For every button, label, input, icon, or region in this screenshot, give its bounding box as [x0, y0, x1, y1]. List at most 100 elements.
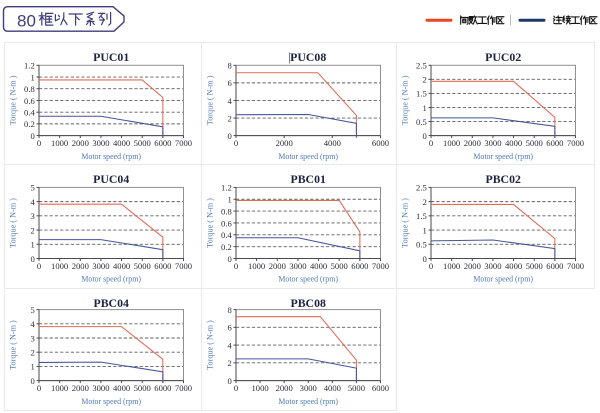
svg-text:1000: 1000: [251, 383, 268, 393]
svg-text:2: 2: [228, 113, 232, 123]
svg-text:0.2: 0.2: [24, 119, 35, 129]
svg-text:4000: 4000: [324, 383, 341, 393]
svg-text:4000: 4000: [505, 138, 522, 148]
svg-text:0.5: 0.5: [416, 117, 427, 127]
svg-text:3000: 3000: [300, 383, 317, 393]
svg-text:1.5: 1.5: [416, 211, 427, 221]
svg-text:1000: 1000: [443, 261, 460, 271]
svg-text:5: 5: [31, 305, 35, 315]
svg-text:2.5: 2.5: [416, 61, 427, 71]
svg-text:4000: 4000: [505, 261, 522, 271]
svg-text:PBC08: PBC08: [290, 296, 325, 310]
svg-text:1000: 1000: [248, 261, 265, 271]
svg-text:5000: 5000: [134, 383, 151, 393]
svg-text:PBC04: PBC04: [93, 296, 128, 310]
svg-text:Torque ( N-m ): Torque ( N-m ): [206, 75, 215, 125]
svg-text:3000: 3000: [484, 261, 501, 271]
svg-text:0.6: 0.6: [221, 218, 232, 228]
svg-text:3: 3: [31, 211, 35, 221]
svg-text:0: 0: [31, 131, 35, 141]
svg-text:Motor speed (rpm): Motor speed (rpm): [81, 152, 141, 161]
svg-text:2: 2: [423, 75, 427, 85]
svg-text:1.2: 1.2: [221, 183, 232, 193]
svg-text:PBC01: PBC01: [290, 172, 325, 186]
svg-text:3000: 3000: [92, 261, 109, 271]
svg-text:5000: 5000: [134, 138, 151, 148]
svg-text:5000: 5000: [331, 261, 348, 271]
svg-text:6000: 6000: [351, 261, 368, 271]
svg-text:Torque ( N-m ): Torque ( N-m ): [401, 198, 410, 248]
svg-text:Motor speed (rpm): Motor speed (rpm): [81, 397, 141, 406]
svg-text:7000: 7000: [567, 261, 584, 271]
svg-text:1: 1: [31, 72, 35, 82]
svg-text:2000: 2000: [276, 138, 293, 148]
svg-text:7000: 7000: [175, 383, 192, 393]
svg-text:1000: 1000: [51, 383, 68, 393]
svg-text:7000: 7000: [567, 138, 584, 148]
svg-text:0.8: 0.8: [221, 206, 232, 216]
svg-text:6000: 6000: [154, 138, 171, 148]
svg-text:6000: 6000: [372, 383, 389, 393]
svg-text:1: 1: [31, 362, 35, 372]
svg-text:1: 1: [423, 103, 427, 113]
svg-text:7000: 7000: [372, 261, 389, 271]
svg-text:PUC04: PUC04: [93, 172, 129, 186]
svg-text:1.2: 1.2: [24, 61, 35, 71]
svg-text:0.5: 0.5: [416, 240, 427, 250]
svg-text:7000: 7000: [175, 138, 192, 148]
svg-text:Torque ( N-m ): Torque ( N-m ): [206, 320, 215, 370]
svg-text:2000: 2000: [72, 383, 89, 393]
svg-text:0: 0: [234, 383, 238, 393]
svg-text:2000: 2000: [464, 138, 481, 148]
svg-text:1000: 1000: [443, 138, 460, 148]
svg-text:0: 0: [234, 261, 238, 271]
svg-text:1000: 1000: [51, 261, 68, 271]
svg-text:PUC01: PUC01: [93, 50, 129, 64]
svg-text:2: 2: [228, 358, 232, 368]
svg-text:2000: 2000: [72, 138, 89, 148]
svg-text:0: 0: [37, 383, 41, 393]
svg-text:2000: 2000: [72, 261, 89, 271]
svg-text:0.4: 0.4: [24, 107, 35, 117]
svg-text:4: 4: [228, 96, 233, 106]
svg-text:0: 0: [228, 131, 232, 141]
svg-text:2: 2: [31, 225, 35, 235]
svg-text:1000: 1000: [51, 138, 68, 148]
svg-text:3: 3: [31, 333, 35, 343]
svg-text:1: 1: [228, 195, 232, 205]
svg-text:80: 80: [17, 12, 36, 31]
svg-text:4: 4: [31, 319, 36, 329]
svg-text:0: 0: [429, 261, 433, 271]
svg-text:0: 0: [234, 138, 238, 148]
svg-text:7000: 7000: [175, 261, 192, 271]
svg-text:PUC02: PUC02: [485, 50, 521, 64]
svg-text:0: 0: [423, 254, 427, 264]
svg-text:Motor speed (rpm): Motor speed (rpm): [473, 152, 533, 161]
svg-text:5000: 5000: [134, 261, 151, 271]
svg-text:3000: 3000: [92, 383, 109, 393]
svg-text:2000: 2000: [276, 383, 293, 393]
svg-text:4000: 4000: [113, 261, 130, 271]
svg-text:6000: 6000: [546, 261, 563, 271]
svg-text:6000: 6000: [546, 138, 563, 148]
svg-text:3000: 3000: [484, 138, 501, 148]
svg-text:Motor speed (rpm): Motor speed (rpm): [278, 275, 338, 284]
svg-text:0: 0: [228, 254, 232, 264]
svg-text:0: 0: [31, 254, 35, 264]
svg-text:4000: 4000: [113, 383, 130, 393]
svg-text:PBC02: PBC02: [485, 172, 520, 186]
svg-text:PUC08: PUC08: [290, 50, 326, 64]
svg-text:Torque ( N-m ): Torque ( N-m ): [9, 198, 18, 248]
svg-text:0.6: 0.6: [24, 96, 35, 106]
svg-text:6000: 6000: [154, 261, 171, 271]
svg-text:Motor speed (rpm): Motor speed (rpm): [278, 397, 338, 406]
svg-text:0: 0: [31, 376, 35, 386]
svg-text:0: 0: [423, 131, 427, 141]
svg-text:Motor speed (rpm): Motor speed (rpm): [278, 152, 338, 161]
svg-text:2000: 2000: [269, 261, 286, 271]
svg-text:8: 8: [228, 305, 232, 315]
svg-text:Torque ( N-m ): Torque ( N-m ): [9, 75, 18, 125]
svg-text:Torque ( N-m ): Torque ( N-m ): [9, 320, 18, 370]
svg-text:|: |: [289, 50, 291, 64]
svg-text:6: 6: [228, 323, 233, 333]
